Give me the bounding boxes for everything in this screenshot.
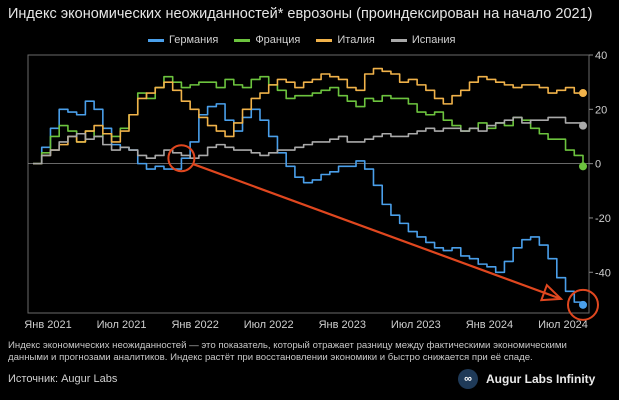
x-tick-label: Янв 2023 — [319, 319, 366, 331]
brand: ∞ Augur Labs Infinity — [458, 369, 595, 389]
series-line-1 — [33, 75, 584, 167]
chart-note: Индекс экономических неожиданностей — эт… — [8, 340, 567, 363]
annotation-arrow-head — [539, 283, 564, 302]
series-line-3 — [33, 116, 584, 165]
legend-item-spain: Испания — [390, 33, 456, 47]
annotation-circle-start — [167, 144, 196, 173]
y-tick-label: 40 — [595, 50, 607, 62]
series-end-point-1 — [579, 162, 587, 171]
source-label: Источник: Augur Labs — [8, 373, 118, 385]
y-tick-label: -40 — [595, 267, 611, 279]
legend-item-italy: Италия — [316, 33, 375, 47]
annotation-circle-end — [567, 288, 599, 321]
legend-swatch-germany — [148, 38, 164, 42]
plot-frame — [27, 54, 590, 314]
series-line-0 — [33, 100, 584, 305]
x-tick-label: Июл 2023 — [391, 319, 441, 331]
legend: Германия Франция Италия Испания — [148, 33, 456, 47]
x-tick-label: Янв 2021 — [24, 319, 71, 331]
chart-title: Индекс экономических неожиданностей* евр… — [8, 6, 593, 22]
legend-item-germany: Германия — [148, 33, 218, 47]
brand-name: Augur Labs Infinity — [486, 372, 596, 386]
series-end-point-2 — [579, 89, 587, 98]
y-tick-label: 0 — [595, 159, 601, 171]
x-tick-label: Июл 2021 — [97, 319, 147, 331]
legend-swatch-italy — [316, 38, 333, 42]
series-end-point-0 — [579, 300, 587, 309]
legend-label-italy: Италия — [337, 34, 375, 46]
legend-label-germany: Германия — [169, 34, 219, 46]
infinity-logo-icon: ∞ — [458, 369, 478, 389]
legend-label-spain: Испания — [411, 34, 456, 46]
legend-swatch-france — [234, 38, 251, 42]
y-tick-label: -20 — [595, 213, 611, 225]
legend-item-france: Франция — [234, 33, 300, 47]
y-tick-label: 20 — [595, 104, 607, 116]
x-tick-label: Июл 2024 — [538, 319, 588, 331]
legend-swatch-spain — [390, 38, 407, 42]
x-tick-label: Янв 2022 — [171, 319, 218, 331]
series-end-point-3 — [579, 121, 587, 130]
annotation-arrow-line — [193, 163, 562, 300]
series-line-2 — [33, 67, 583, 165]
legend-label-france: Франция — [255, 34, 301, 46]
x-tick-label: Июл 2022 — [244, 319, 294, 331]
x-tick-label: Янв 2024 — [466, 319, 513, 331]
